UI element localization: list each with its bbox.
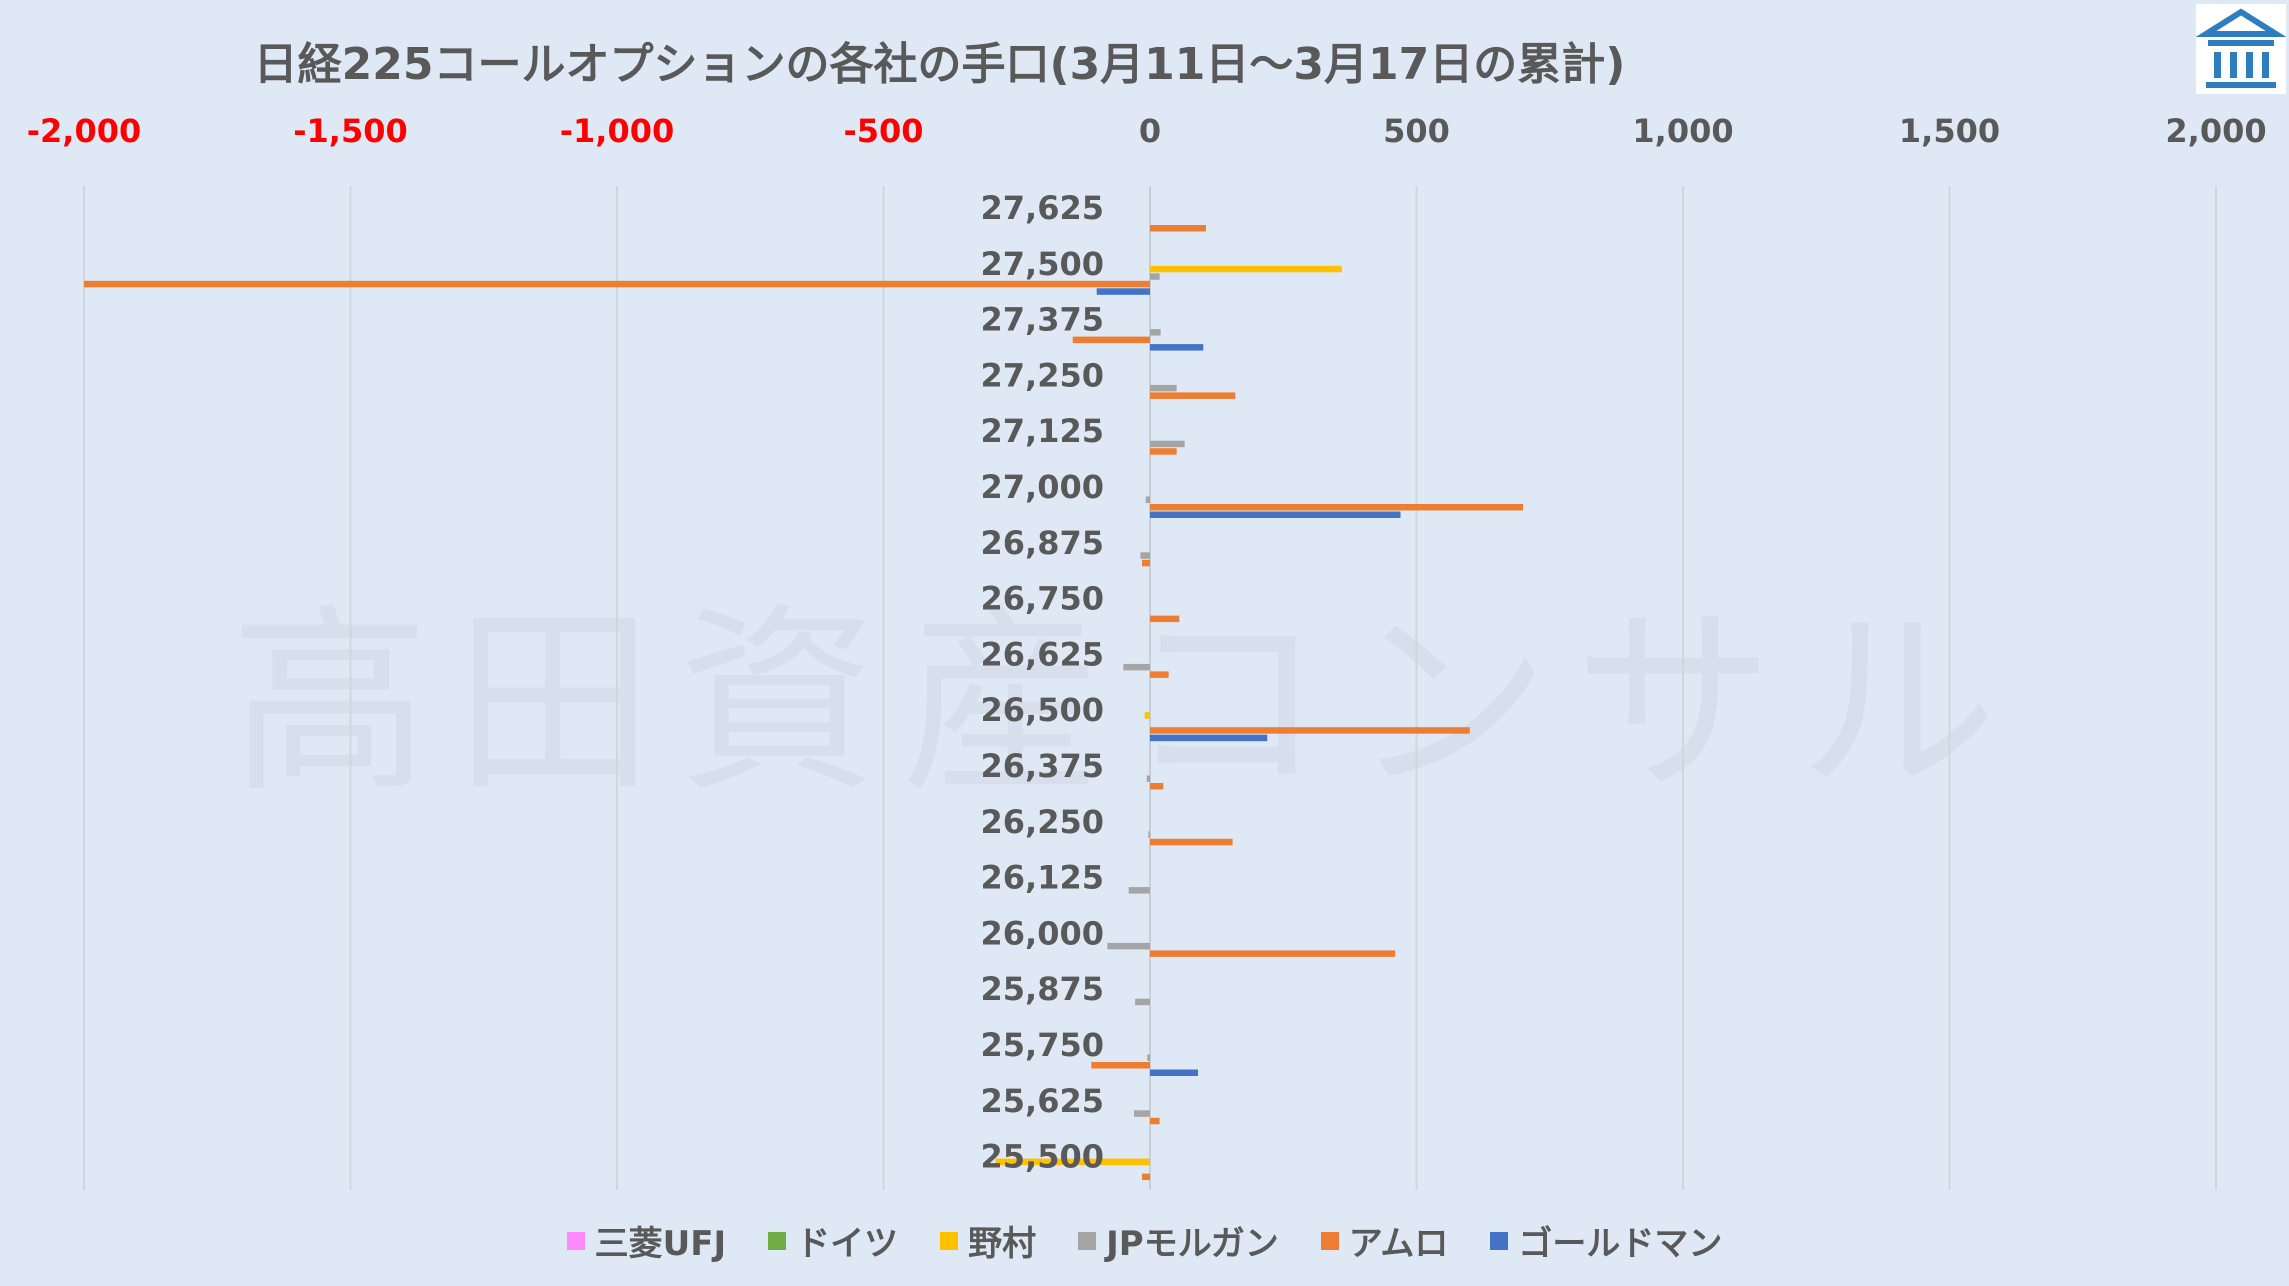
y-category-label: 26,500 xyxy=(981,691,1104,729)
y-category-label: 26,000 xyxy=(981,914,1104,952)
bar xyxy=(1147,1054,1150,1061)
y-category-label: 26,625 xyxy=(981,635,1104,673)
y-category-label: 27,625 xyxy=(981,189,1104,227)
y-category-label: 27,125 xyxy=(981,412,1104,450)
y-category-label: 27,250 xyxy=(981,356,1104,394)
x-tick-label: 1,000 xyxy=(1632,112,1733,150)
bar xyxy=(1072,336,1150,344)
bar xyxy=(1145,496,1150,503)
legend-item: JPモルガン xyxy=(1078,1216,1279,1265)
bar xyxy=(1134,1110,1150,1117)
x-tick-label: 1,500 xyxy=(1899,112,2000,150)
x-tick-label: 500 xyxy=(1383,112,1450,150)
y-category-label: 26,375 xyxy=(981,747,1104,785)
y-category-label: 25,625 xyxy=(981,1082,1104,1120)
legend-label: 三菱UFJ xyxy=(594,1224,727,1264)
legend-swatch xyxy=(1490,1231,1509,1250)
bar xyxy=(1142,559,1150,567)
legend-swatch xyxy=(566,1231,585,1250)
bar xyxy=(1150,734,1268,742)
bar xyxy=(1140,552,1150,559)
legend-item: ドイツ xyxy=(768,1216,898,1265)
legend-item: アムロ xyxy=(1320,1216,1449,1265)
legend-item: 三菱UFJ xyxy=(566,1216,727,1265)
bar xyxy=(1091,1062,1150,1069)
y-category-label: 25,750 xyxy=(981,1026,1104,1064)
legend-swatch xyxy=(1078,1231,1097,1250)
chart-plot: -2,000 -1,500 -1,000 -500 0 500 1,000 1,500 2,00… xyxy=(27,112,2267,1190)
bar xyxy=(1150,344,1204,351)
bar xyxy=(1146,775,1150,782)
x-tick-label: -1,500 xyxy=(293,112,408,150)
legend-item: ゴールドマン xyxy=(1490,1216,1722,1265)
x-tick-label: -500 xyxy=(843,112,923,150)
bar xyxy=(1150,440,1185,448)
bar xyxy=(1148,831,1150,838)
bar xyxy=(1150,273,1160,280)
bar xyxy=(995,1158,1150,1166)
bar xyxy=(1150,384,1177,392)
bar xyxy=(1150,783,1164,790)
bank-building-icon xyxy=(2195,4,2287,94)
y-category-label: 26,875 xyxy=(981,524,1104,562)
legend-swatch xyxy=(1320,1231,1339,1250)
bar xyxy=(84,280,1150,288)
bar xyxy=(1096,288,1150,295)
y-category-label: 27,000 xyxy=(981,468,1104,506)
legend-label: アムロ xyxy=(1348,1224,1449,1264)
legend-swatch xyxy=(940,1231,959,1250)
bar xyxy=(1150,392,1236,399)
bar xyxy=(1150,329,1161,336)
y-category-label: 26,250 xyxy=(981,803,1104,841)
bar xyxy=(1150,671,1169,678)
bar xyxy=(1142,1173,1150,1181)
legend-label: JPモルガン xyxy=(1106,1224,1279,1264)
y-category-label: 27,375 xyxy=(981,301,1104,339)
legend-item: 野村 xyxy=(940,1216,1036,1265)
bar xyxy=(1150,265,1342,273)
bar xyxy=(1135,998,1150,1006)
x-tick-label: 0 xyxy=(1139,112,1161,150)
bar xyxy=(1123,663,1150,671)
bar xyxy=(1150,727,1470,734)
legend-label: 野村 xyxy=(968,1224,1037,1264)
legend: 三菱UFJ ドイツ 野村 JPモルガン アムロ ゴールドマン xyxy=(0,1216,2289,1265)
y-category-label: 27,500 xyxy=(981,245,1104,283)
bar xyxy=(1150,448,1177,455)
x-tick-label: -2,000 xyxy=(27,112,142,150)
bar xyxy=(1150,511,1401,518)
legend-label: ゴールドマン xyxy=(1518,1224,1723,1264)
y-category-label: 25,500 xyxy=(981,1138,1104,1176)
chart-title: 日経225コールオプションの各社の手口(3月11日～3月17日の累計) xyxy=(253,39,1626,90)
y-category-label: 26,125 xyxy=(981,859,1104,897)
bar xyxy=(1150,1117,1160,1125)
legend-swatch xyxy=(768,1231,787,1250)
bar xyxy=(1150,950,1396,957)
y-category-label: 25,875 xyxy=(981,970,1104,1008)
y-category-label: 26,750 xyxy=(981,580,1104,618)
x-tick-label: -1,000 xyxy=(560,112,675,150)
bar xyxy=(1150,225,1206,232)
bar xyxy=(1107,942,1150,950)
bar xyxy=(1150,504,1524,511)
legend-label: ドイツ xyxy=(796,1224,899,1264)
bar xyxy=(1150,615,1180,623)
bar xyxy=(1150,838,1233,846)
bar xyxy=(1128,887,1150,894)
bar xyxy=(1150,1069,1198,1076)
x-tick-label: 2,000 xyxy=(2165,112,2266,150)
bar xyxy=(1144,712,1150,719)
